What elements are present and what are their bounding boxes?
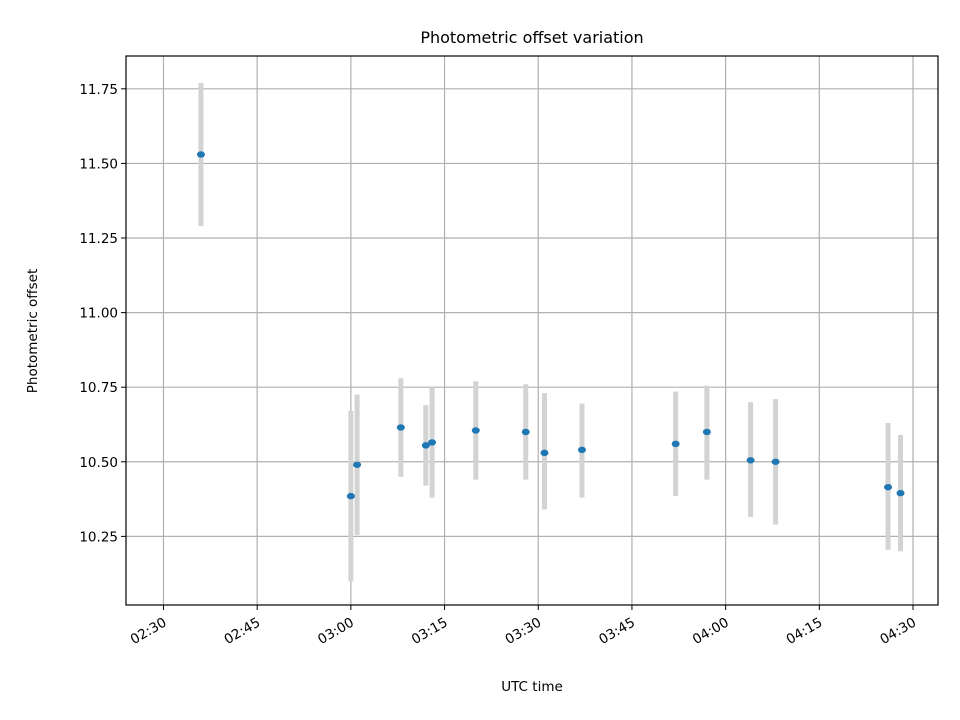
x-tick-label: 04:30 xyxy=(877,615,919,648)
data-point xyxy=(396,424,405,431)
chart-title: Photometric offset variation xyxy=(420,28,643,47)
x-axis: 02:30 02:45 03:00 03:15 03:30 03:45 04:00 04:15… xyxy=(128,605,919,648)
error-bars xyxy=(198,82,904,582)
data-point xyxy=(471,427,480,434)
y-tick-label: 10.25 xyxy=(79,529,118,545)
y-axis: 10.25 10.50 10.75 11.00 11.25 11.50 11.75 xyxy=(79,82,126,545)
y-tick-label: 11.50 xyxy=(79,156,118,172)
y-tick-label: 11.00 xyxy=(79,306,118,322)
data-point xyxy=(577,446,586,454)
x-tick-label: 03:00 xyxy=(315,615,357,648)
x-tick-label: 02:45 xyxy=(221,615,263,648)
data-point xyxy=(884,483,893,491)
data-point xyxy=(421,442,430,449)
data-point xyxy=(746,457,755,464)
data-point xyxy=(896,489,905,497)
x-tick-label: 04:15 xyxy=(784,615,826,648)
y-tick-label: 11.75 xyxy=(79,82,118,98)
x-tick-label: 02:30 xyxy=(128,615,170,648)
data-point xyxy=(540,449,549,457)
data-point xyxy=(346,492,355,500)
data-point xyxy=(521,428,530,436)
data-point xyxy=(196,151,205,158)
data-point xyxy=(771,458,780,465)
plot-frame xyxy=(125,55,939,606)
data-point xyxy=(353,461,362,468)
data-points xyxy=(196,151,905,500)
x-tick-label: 03:30 xyxy=(503,615,545,648)
y-tick-label: 10.75 xyxy=(79,380,118,396)
data-point xyxy=(671,440,680,448)
x-tick-label: 03:45 xyxy=(596,615,638,648)
y-tick-label: 11.25 xyxy=(79,231,118,247)
data-point xyxy=(428,439,437,446)
y-tick-label: 10.50 xyxy=(79,455,118,471)
data-point xyxy=(702,428,711,436)
x-tick-label: 04:00 xyxy=(690,615,732,648)
y-axis-label: Photometric offset xyxy=(25,269,41,393)
x-tick-label: 03:15 xyxy=(409,615,451,648)
grid xyxy=(126,56,938,605)
x-axis-label: UTC time xyxy=(501,679,563,695)
